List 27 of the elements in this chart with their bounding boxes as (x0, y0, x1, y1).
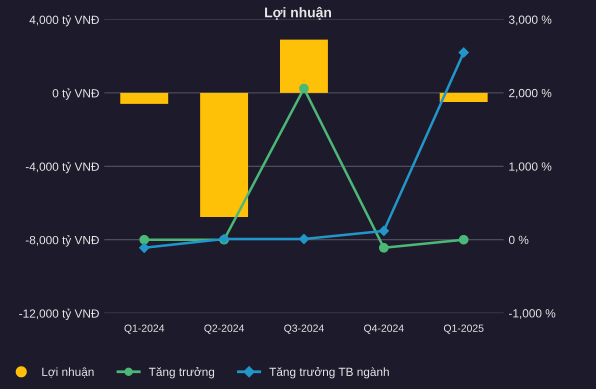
x-tick-label: Q1-2024 (124, 324, 164, 334)
x-tick-label: Q1-2025 (444, 324, 484, 334)
y-tick-label: -12,000 tỷ VNĐ (19, 308, 99, 320)
legend-label: Tăng trưởng (148, 367, 214, 378)
chart-title: Lợi nhuận (265, 6, 332, 20)
point (139, 234, 150, 245)
point (458, 234, 469, 245)
y2-tick-label: -1,000 % (509, 309, 556, 319)
x-tick-label: Q3-2024 (284, 324, 324, 334)
y2-tick-label: 1,000 % (509, 162, 552, 172)
y-tick-label: -4,000 tỷ VNĐ (26, 162, 99, 174)
y2-tick-label: 3,000 % (508, 15, 552, 26)
y-tick-label: 4,000 tỷ VNĐ (30, 14, 99, 26)
legend-label: Lợi nhuận (42, 367, 94, 378)
y2-tick-label: 2,000 % (509, 88, 552, 99)
y-tick-label: -8,000 tỷ VNĐ (26, 235, 99, 247)
point (458, 47, 469, 58)
y-tick-label: 0 tỷ VNĐ (52, 88, 99, 100)
legend-label: Tăng trưởng TB ngành (269, 367, 389, 378)
x-tick-label: Q2-2024 (204, 324, 244, 334)
point (378, 226, 389, 236)
y2-tick-label: 0 % (508, 236, 528, 244)
point (139, 242, 150, 253)
point (298, 234, 310, 244)
x-tick-label: Q4-2024 (364, 324, 404, 334)
point (299, 84, 309, 94)
point (378, 242, 389, 253)
